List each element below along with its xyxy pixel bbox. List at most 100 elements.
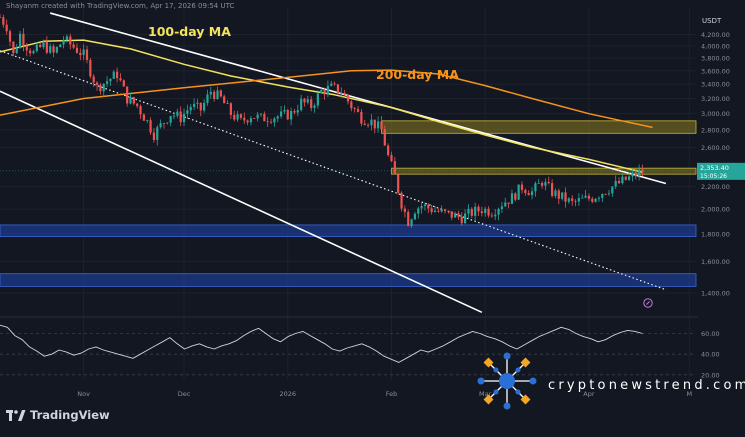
network-nodes-logo-icon [477,352,537,410]
candle-body [279,111,283,117]
candle-body [236,114,239,120]
candle-body [32,51,35,54]
candle-body [410,219,413,227]
alert-marker-mark [646,301,650,305]
candle-body [480,211,483,214]
candle-body [196,102,199,104]
y-tick-label: 3,400.00 [701,81,730,89]
candle-body [380,121,383,130]
candle-body [229,103,232,115]
candle-body [520,184,524,190]
candle-body [356,109,360,112]
x-tick-label: M [687,390,693,398]
zone-support-lower [0,273,697,287]
candle-body [464,213,467,224]
candle-body [457,213,460,217]
rsi-tick-label: 40.00 [701,351,720,359]
x-tick-label: Apr [583,390,595,398]
candle-body [102,83,105,92]
candle-body [189,106,192,111]
candle-body [22,33,25,46]
candle-body [323,89,326,95]
annotation-200-day-ma: 200-day MA [376,67,459,82]
candle-body [239,114,243,118]
candle-body [617,180,621,184]
candle-body [233,114,236,120]
candle-body [554,190,557,196]
tradingview-logo: TradingView [6,408,110,422]
y-tick-label: 1,400.00 [701,290,730,298]
y-tick-label: 1,600.00 [701,258,730,266]
x-tick-label: 2026 [279,390,296,398]
candle-body [256,114,259,119]
candle-body [638,169,641,177]
candle-body [293,111,296,113]
candle-body [246,120,249,123]
candle-body [494,214,497,217]
candle-body [8,31,12,42]
candle-body [39,44,42,48]
candle-body [226,103,229,105]
ma-line-100-day-ma [0,39,643,173]
candle-body [333,83,336,85]
y-tick-label: 3,000.00 [701,110,730,118]
candle-body [430,208,433,213]
candle-body [75,47,79,53]
candle-body [65,36,69,41]
candle-body [447,210,450,212]
candle-body [440,209,443,212]
candle-body [621,176,624,184]
candle-body [507,202,510,204]
chart-caption: Shayanm created with TradingView.com, Ap… [6,2,235,10]
candle-body [510,193,514,204]
candle-body [159,123,162,128]
candle-body [169,115,172,123]
candle-body [25,45,28,51]
y-tick-label: 4,000.00 [701,42,730,50]
price-tag-countdown: 15:05:26 [700,173,727,180]
candle-body [290,111,293,120]
y-tick-label: 3,600.00 [701,67,730,75]
candle-body [182,113,186,123]
candle-body [346,94,350,102]
candle-body [390,155,393,162]
candle-body [534,183,537,192]
candle-body [564,192,567,202]
candle-body [373,119,376,129]
candle-body [587,195,591,199]
candle-body [417,208,420,214]
candle-body [611,186,614,194]
candle-body [162,123,166,125]
candle-body [581,197,584,199]
candle-body [591,198,594,202]
candle-body [213,91,216,99]
candle-body [172,115,176,117]
alert-marker-icon [643,298,653,308]
candle-body [49,46,52,53]
candle-body [484,208,487,214]
candle-body [443,209,447,211]
candle-body [15,47,18,54]
candle-body [122,80,125,87]
candle-body [597,197,601,199]
channel-line-upper [49,12,667,185]
candle-body [89,59,92,77]
candle-body [166,122,169,124]
candle-body [249,118,253,123]
candle-body [403,208,406,212]
candle-body [551,183,554,196]
candle-body [460,216,463,224]
candle-body [400,192,403,209]
candle-body [283,110,286,112]
candle-body [179,111,182,123]
y-tick-label: 3,800.00 [701,55,730,63]
candle-body [423,204,427,207]
candle-body [326,85,330,95]
candle-body [85,49,89,60]
candle-body [192,103,196,107]
candle-body [146,120,149,121]
candle-body [199,102,202,111]
tradingview-logo-text: TradingView [30,408,110,422]
candle-body [420,206,423,209]
candle-body [69,36,72,45]
